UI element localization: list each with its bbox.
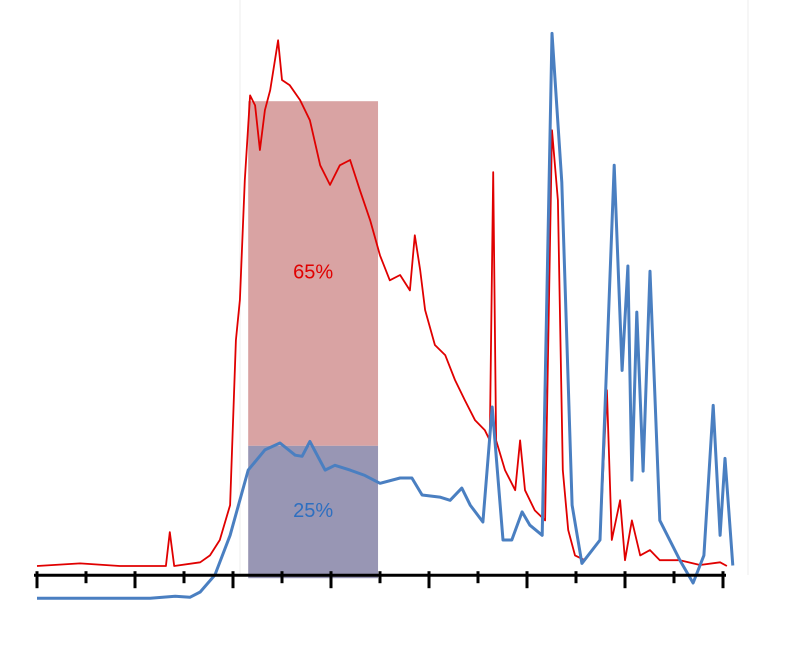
- stack-segment: [248, 445, 379, 579]
- stack-label: 25%: [293, 500, 333, 522]
- series-line: [37, 31, 735, 600]
- stack-label: 65%: [293, 262, 333, 284]
- series-line: [36, 39, 728, 567]
- stack-segment: [248, 101, 379, 446]
